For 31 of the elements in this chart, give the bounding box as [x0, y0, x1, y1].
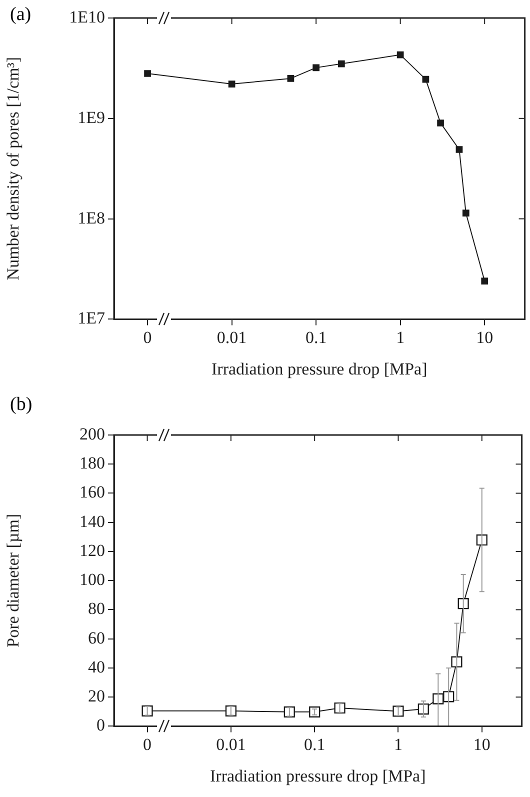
x-tick-label: 1 [394, 734, 402, 754]
y-tick-label: 120 [80, 540, 105, 560]
y-tick-label: 1E9 [78, 108, 105, 127]
y-tick-label: 140 [80, 512, 105, 531]
x-axis-title: Irradiation pressure drop [MPa] [212, 359, 428, 378]
y-tick-label: 1E8 [78, 208, 105, 228]
x-axis-title: Irradiation pressure drop [MPa] [210, 766, 426, 786]
x-tick-label: 0.1 [304, 734, 326, 754]
y-tick-label: 20 [88, 686, 105, 706]
y-axis-title: Pore diameter [µm] [4, 514, 23, 648]
y-tick-label: 40 [88, 657, 105, 676]
x-tick-label: 10 [476, 328, 494, 347]
y-tick-label: 180 [80, 454, 105, 473]
x-tick-label: 0.01 [216, 328, 247, 347]
x-tick-label: 10 [473, 734, 490, 754]
y-tick-label: 200 [80, 424, 105, 444]
y-tick-label: 1E7 [78, 308, 106, 328]
y-tick-label: 100 [80, 570, 105, 590]
text: (a) [10, 4, 32, 26]
x-tick-label: 0 [143, 734, 152, 754]
x-tick-label: 0.01 [216, 734, 246, 754]
x-tick-label: 0.1 [305, 328, 327, 347]
y-tick-label: 60 [88, 628, 105, 648]
y-tick-label: 1E10 [69, 7, 105, 26]
y-tick-label: 0 [96, 716, 105, 735]
x-tick-label: 0 [143, 328, 152, 347]
text: (b) [10, 394, 32, 416]
x-tick-label: 1 [396, 328, 405, 347]
y-tick-label: 80 [88, 599, 105, 618]
y-axis-title: Number density of pores [1/cm³] [4, 56, 23, 280]
y-tick-label: 160 [80, 482, 105, 502]
